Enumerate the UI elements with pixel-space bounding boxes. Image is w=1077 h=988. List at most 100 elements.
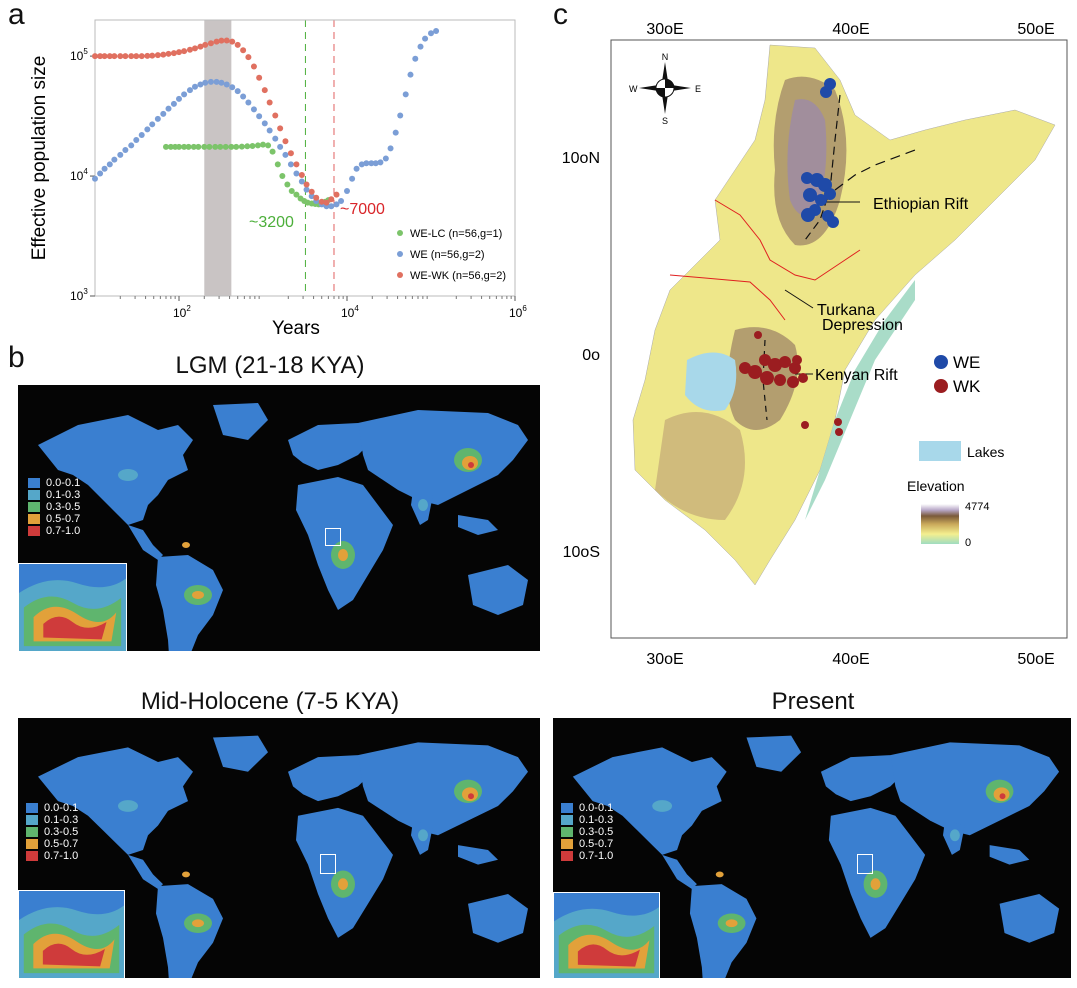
compass-w: W xyxy=(629,84,638,94)
series-0-point xyxy=(279,173,286,180)
series-1-point xyxy=(298,178,305,185)
y-tick-label-1: 104 xyxy=(70,167,88,183)
series-2-point xyxy=(308,188,315,195)
elevation-max: 4774 xyxy=(965,501,989,513)
series-0-point xyxy=(288,188,295,195)
series-2-point xyxy=(293,161,300,168)
series-2-point xyxy=(144,52,151,59)
series-0-point xyxy=(228,143,235,150)
series-1-point xyxy=(213,78,220,85)
series-0-point xyxy=(201,143,208,150)
series-1-point xyxy=(387,145,394,152)
series-1-point xyxy=(117,151,124,158)
holocene-map-title: Mid-Holocene (7-5 KYA) xyxy=(140,688,400,715)
x-tick-label-0: 102 xyxy=(173,304,191,320)
lat-10s: 10oS xyxy=(563,544,600,561)
series-2-point xyxy=(165,50,172,57)
present-map-title: Present xyxy=(771,688,855,715)
series-1-point xyxy=(368,160,375,167)
series-0-point xyxy=(222,143,229,150)
series-2-point xyxy=(323,199,330,206)
holocene-suitability-map: 0.0-0.1 0.1-0.3 0.3-0.5 0.5-0.7 0.7-1.0 xyxy=(18,718,540,978)
series-2-point xyxy=(92,53,98,60)
panel-letter-c: c xyxy=(553,0,568,31)
series-2-point xyxy=(287,150,294,157)
series-1-point xyxy=(303,186,310,193)
wk-sample-points xyxy=(739,331,843,436)
lon-top-50: 50oE xyxy=(1017,21,1054,38)
series-1-point xyxy=(308,193,315,200)
series-1-point xyxy=(428,30,434,37)
label-kenyan-rift: Kenyan Rift xyxy=(815,367,898,384)
series-0-point xyxy=(212,143,219,150)
series-2-point xyxy=(160,51,167,58)
series-2-point xyxy=(240,47,247,54)
series-1-point xyxy=(397,112,404,119)
series-1-point xyxy=(402,91,409,98)
series-2-point xyxy=(111,53,118,60)
we-sample-points xyxy=(801,78,839,228)
series-0-point xyxy=(217,143,224,150)
lat-0: 0o xyxy=(582,347,600,364)
coastal-lowland xyxy=(805,280,915,520)
series-2-point xyxy=(170,50,177,57)
series-1-point xyxy=(128,142,135,149)
series-1-point xyxy=(149,121,156,128)
series-1-point xyxy=(256,113,263,120)
rift-boundary-north xyxy=(714,199,861,281)
series-2-point xyxy=(261,87,268,94)
series-1-point xyxy=(191,83,198,90)
series-1-point xyxy=(234,88,241,95)
x-tick-label-1: 104 xyxy=(341,304,359,320)
series-2-point xyxy=(186,46,193,53)
panel-letter-a: a xyxy=(8,0,25,31)
series-1-point xyxy=(417,43,424,50)
series-1-point xyxy=(106,161,113,168)
series-2-point xyxy=(282,138,289,145)
series-1-point xyxy=(412,55,419,62)
lgm-legend: 0.0-0.1 0.1-0.3 0.3-0.5 0.5-0.7 0.7-1.0 xyxy=(28,477,80,537)
series-1-point xyxy=(138,131,145,138)
series-1-point xyxy=(97,170,104,177)
annotation-7000: ~7000 xyxy=(340,201,385,218)
label-turkana: Turkana xyxy=(817,302,875,319)
series-1-point xyxy=(382,155,389,162)
legend-marker-we xyxy=(397,251,403,257)
lgm-zoom-box xyxy=(325,528,341,546)
series-2-point xyxy=(333,191,340,198)
label-ethiopian-rift: Ethiopian Rift xyxy=(873,196,969,213)
series-0-point xyxy=(274,161,281,168)
series-0-point xyxy=(238,143,245,150)
series-2-point xyxy=(117,53,124,60)
series-2-point xyxy=(234,41,241,48)
holocene-zoom-box xyxy=(320,854,336,874)
holocene-legend: 0.0-0.1 0.1-0.3 0.3-0.5 0.5-0.7 0.7-1.0 xyxy=(26,802,78,862)
series-1-point xyxy=(277,143,284,150)
series-1-point xyxy=(245,99,252,106)
series-1-point xyxy=(111,156,118,163)
legend-label-we-lc: WE-LC (n=56,g=1) xyxy=(410,228,502,240)
series-1-point xyxy=(144,126,151,133)
series-0-point xyxy=(244,143,251,150)
series-0-point xyxy=(265,142,272,149)
series-2-point xyxy=(202,41,209,48)
series-0-point xyxy=(254,142,261,149)
series-1-point xyxy=(293,170,300,177)
series-2-point xyxy=(223,37,230,44)
series-1-point xyxy=(229,84,236,91)
series-2-point xyxy=(213,38,220,45)
y-axis-label: Effective population size xyxy=(29,56,50,261)
series-1-point xyxy=(338,197,345,204)
elevation-min: 0 xyxy=(965,537,971,549)
series-1-point xyxy=(186,87,193,94)
series-2-point xyxy=(181,48,188,55)
series-2-point xyxy=(128,53,135,60)
series-1-point xyxy=(282,151,289,158)
legend-marker-we-wk xyxy=(397,272,403,278)
east-africa-map: N S E W Ethiopian Rift Turkana Depressio… xyxy=(562,21,1068,668)
legend-wk-marker xyxy=(934,379,948,393)
legend-lakes-label: Lakes xyxy=(967,444,1004,460)
annotation-3200: ~3200 xyxy=(249,214,294,231)
legend-lakes-swatch xyxy=(919,441,961,461)
series-1-point xyxy=(165,105,172,112)
